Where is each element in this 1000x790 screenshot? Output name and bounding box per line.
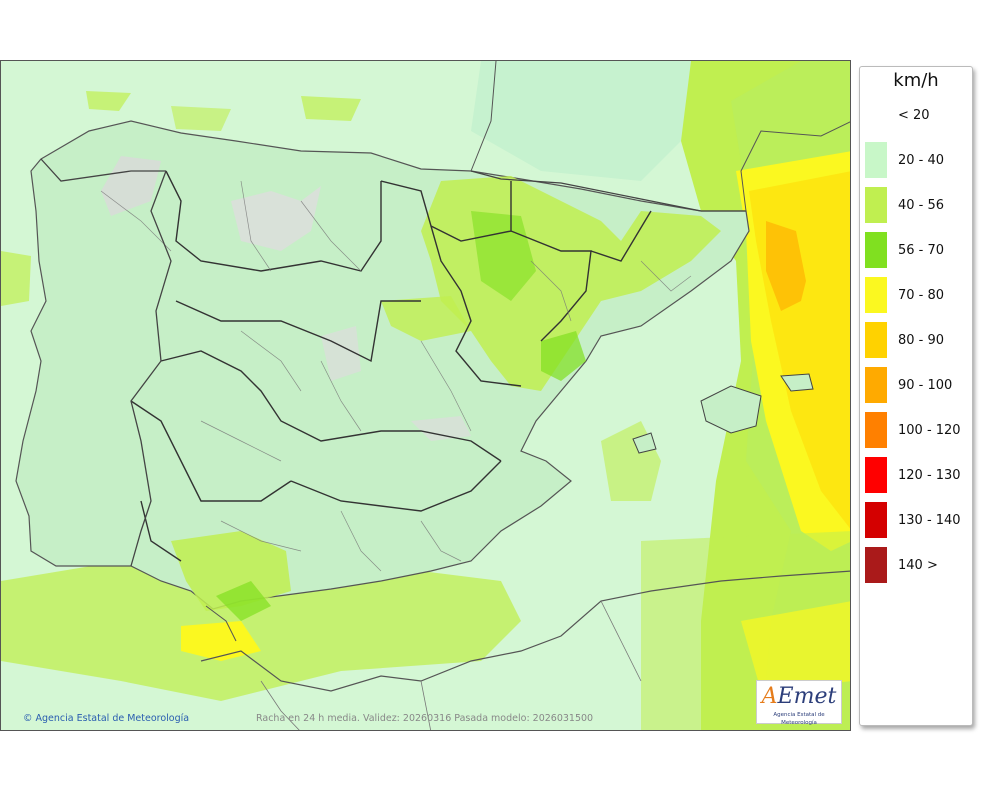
logo-subtitle: Agencia Estatal de Meteorología [773, 712, 825, 726]
mallorca [700, 385, 762, 434]
legend-item: 40 - 56 [865, 187, 970, 223]
validity-text: Racha en 24 h media. Validez: 20260316 P… [256, 713, 594, 724]
legend-swatch [865, 502, 887, 538]
legend-item: 140 > [865, 547, 970, 583]
legend-swatch [865, 97, 887, 133]
legend-item: 56 - 70 [865, 232, 970, 268]
logo-wordmark: AEmet [761, 684, 837, 709]
legend-label: 20 - 40 [898, 153, 945, 168]
regional-borders [130, 170, 652, 562]
legend-item: 20 - 40 [865, 142, 970, 178]
aemet-logo: AEmet Agencia Estatal de Meteorología [756, 680, 842, 726]
copyright-text: © Agencia Estatal de Meteorología [23, 713, 189, 724]
legend-swatch [865, 142, 887, 178]
legend-item: 70 - 80 [865, 277, 970, 313]
legend-swatch [865, 232, 887, 268]
legend-item: 90 - 100 [865, 367, 970, 403]
legend-swatch [865, 277, 887, 313]
legend-swatch [865, 322, 887, 358]
legend-item: 130 - 140 [865, 502, 970, 538]
legend-swatch [865, 187, 887, 223]
legend-swatch [865, 412, 887, 448]
copyright-icon: © [23, 713, 33, 724]
legend-label: < 20 [898, 108, 930, 123]
legend-swatch [865, 367, 887, 403]
legend-label: 70 - 80 [898, 288, 945, 303]
legend-label: 56 - 70 [898, 243, 945, 258]
france-border [470, 170, 746, 212]
province-borders [100, 180, 692, 572]
legend-item: < 20 [865, 97, 970, 133]
legend-item: 120 - 130 [865, 457, 970, 493]
wind-gust-map[interactable]: © Agencia Estatal de Meteorología Racha … [0, 60, 851, 731]
legend-item: 80 - 90 [865, 322, 970, 358]
legend-item: 100 - 120 [865, 412, 970, 448]
legend-label: 130 - 140 [898, 513, 961, 528]
legend-panel: km/h < 20 20 - 40 40 - 56 56 - 70 70 - 80 80 … [859, 66, 973, 726]
portugal-border [40, 158, 172, 567]
legend-label: 40 - 56 [898, 198, 945, 213]
legend-swatch [865, 457, 887, 493]
africa-coast [200, 570, 850, 692]
gust-zone-70-80-east [736, 151, 850, 551]
legend-label: 80 - 90 [898, 333, 945, 348]
map-canvas [1, 61, 850, 730]
legend-unit: km/h [893, 70, 939, 91]
legend-label: 140 > [898, 558, 938, 573]
menorca [780, 373, 814, 392]
sea-shading [471, 61, 701, 181]
ibiza [632, 432, 657, 454]
legend-label: 100 - 120 [898, 423, 961, 438]
legend-label: 90 - 100 [898, 378, 953, 393]
legend-swatch [865, 547, 887, 583]
legend-label: 120 - 130 [898, 468, 961, 483]
copyright-label: Agencia Estatal de Meteorología [35, 713, 190, 724]
